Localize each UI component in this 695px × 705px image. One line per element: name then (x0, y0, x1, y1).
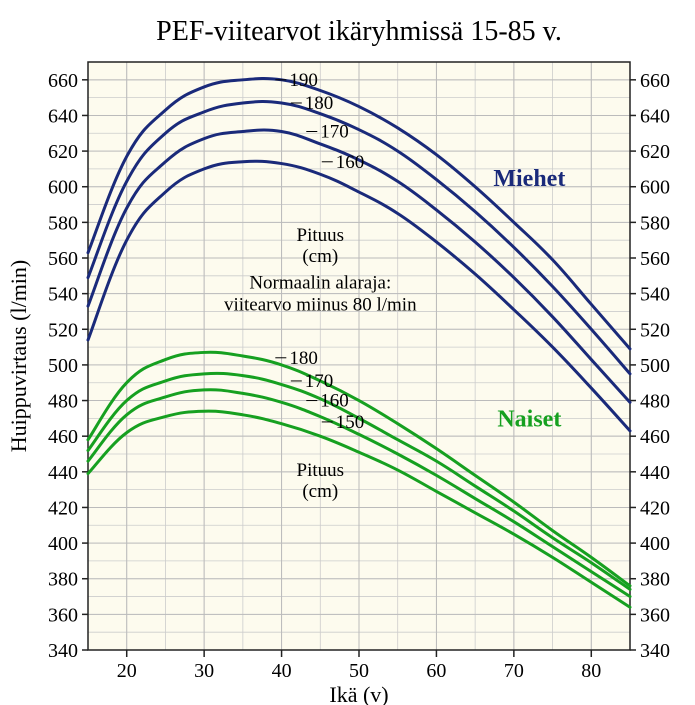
y-tick-label-left: 460 (48, 426, 78, 448)
series-label-Naiset-170: 170 (305, 371, 334, 392)
pef-chart: 20 30 40 50 60 70 80 340 340 360 360 380 380 400 400 42… (0, 0, 695, 705)
y-tick-label-right: 580 (640, 212, 670, 234)
y-tick-label-left: 620 (48, 141, 78, 163)
y-tick-label-right: 500 (640, 355, 670, 377)
series-label-Miehet-160: 160 (336, 152, 365, 173)
y-tick-label-right: 400 (640, 533, 670, 555)
group-label-Naiset: Naiset (497, 406, 561, 432)
note-line1: Normaalin alaraja: (249, 273, 391, 294)
chart-title: PEF-viitearvot ikäryhmissä 15-85 v. (156, 16, 562, 47)
x-axis-label: Ikä (v) (329, 682, 388, 705)
cm-label-Miehet: (cm) (302, 246, 338, 267)
y-tick-label-right: 520 (640, 319, 670, 341)
y-tick-label-left: 660 (48, 70, 78, 92)
y-tick-label-right: 380 (640, 569, 670, 591)
y-tick-label-left: 520 (48, 319, 78, 341)
pituus-label-Miehet: Pituus (297, 225, 345, 246)
y-tick-label-left: 500 (48, 355, 78, 377)
y-tick-label-right: 560 (640, 248, 670, 270)
y-tick-label-right: 480 (640, 391, 670, 413)
y-tick-label-right: 340 (640, 640, 670, 662)
y-tick-label-right: 660 (640, 70, 670, 92)
y-tick-label-left: 380 (48, 569, 78, 591)
y-axis-label: Huippuvirtaus (l/min) (6, 260, 31, 452)
y-tick-label-left: 540 (48, 284, 78, 306)
y-tick-label-left: 420 (48, 497, 78, 519)
series-label-Naiset-180: 180 (289, 348, 318, 369)
group-label-Miehet: Miehet (493, 166, 565, 192)
y-tick-label-right: 600 (640, 177, 670, 199)
x-tick-label: 70 (504, 660, 524, 682)
y-tick-label-right: 620 (640, 141, 670, 163)
x-tick-label: 40 (272, 660, 292, 682)
y-tick-label-left: 360 (48, 604, 78, 626)
y-tick-label-left: 400 (48, 533, 78, 555)
y-tick-label-right: 440 (640, 462, 670, 484)
y-tick-label-left: 340 (48, 640, 78, 662)
pituus-label-Naiset: Pituus (297, 460, 345, 481)
x-tick-label: 20 (117, 660, 137, 682)
series-label-Miehet-170: 170 (320, 121, 349, 142)
y-tick-label-left: 640 (48, 105, 78, 127)
y-tick-label-right: 360 (640, 604, 670, 626)
y-tick-label-left: 600 (48, 177, 78, 199)
series-label-Naiset-150: 150 (336, 412, 365, 433)
series-label-Miehet-180: 180 (305, 93, 334, 114)
y-tick-label-left: 480 (48, 391, 78, 413)
series-label-Miehet-190: 190 (289, 70, 318, 91)
y-tick-label-right: 540 (640, 284, 670, 306)
x-tick-label: 60 (426, 660, 446, 682)
y-tick-label-left: 560 (48, 248, 78, 270)
y-tick-label-right: 420 (640, 497, 670, 519)
y-tick-label-right: 460 (640, 426, 670, 448)
y-tick-label-right: 640 (640, 105, 670, 127)
note-line2: viitearvo miinus 80 l/min (224, 295, 417, 316)
x-tick-label: 50 (349, 660, 369, 682)
y-tick-label-left: 440 (48, 462, 78, 484)
x-tick-label: 80 (581, 660, 601, 682)
series-label-Naiset-160: 160 (320, 391, 349, 412)
x-tick-label: 30 (194, 660, 214, 682)
cm-label-Naiset: (cm) (302, 481, 338, 502)
y-tick-label-left: 580 (48, 212, 78, 234)
